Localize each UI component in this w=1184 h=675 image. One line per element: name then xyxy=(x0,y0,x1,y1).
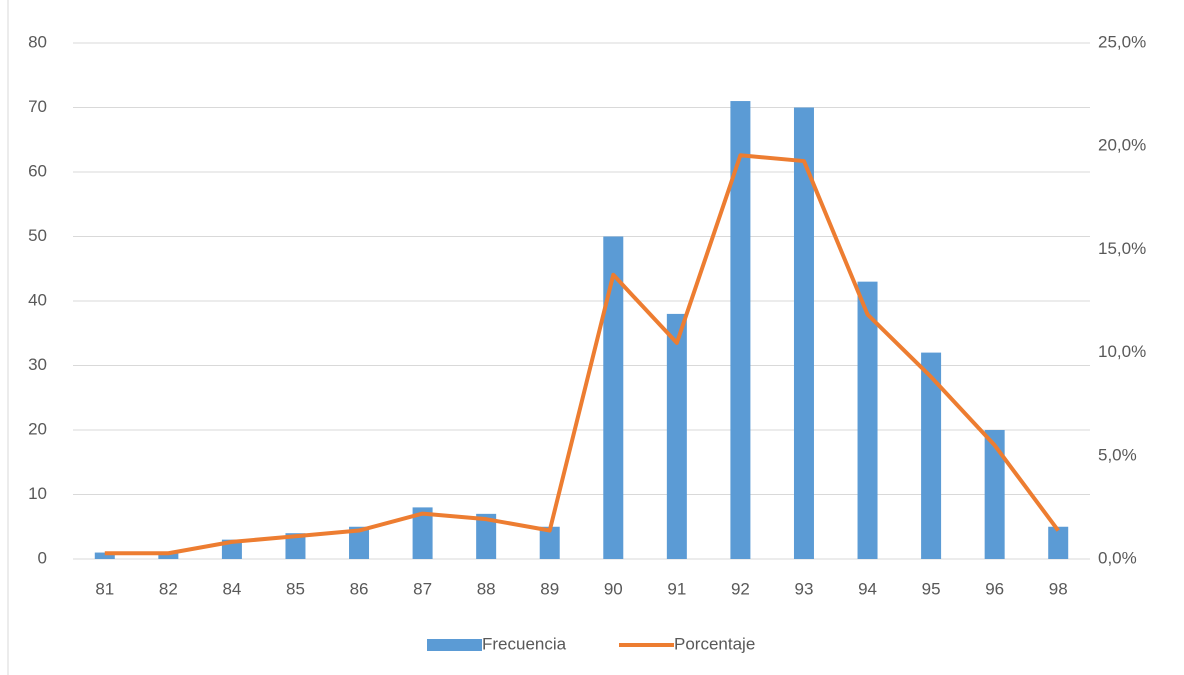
bar xyxy=(857,281,878,559)
chart-frame xyxy=(7,0,9,675)
y-tick-label: 80 xyxy=(28,32,47,51)
y-tick-label: 30 xyxy=(28,355,47,374)
y-tick-label: 20 xyxy=(28,419,47,438)
y-tick-label: 0 xyxy=(38,548,47,567)
bar xyxy=(984,430,1005,559)
bar xyxy=(921,352,942,559)
x-tick-label: 91 xyxy=(667,579,686,598)
x-tick-label: 81 xyxy=(95,579,114,598)
y-tick-label: 60 xyxy=(28,161,47,180)
x-tick-label: 98 xyxy=(1049,579,1068,598)
x-tick-label: 82 xyxy=(159,579,178,598)
y2-tick-label: 25,0% xyxy=(1098,32,1146,51)
y-tick-label: 70 xyxy=(28,97,47,116)
bar xyxy=(158,552,179,559)
bar xyxy=(730,101,751,560)
line xyxy=(104,153,1060,556)
y2-tick-label: 5,0% xyxy=(1098,445,1137,464)
y2-tick-label: 10,0% xyxy=(1098,342,1146,361)
legend-label: Frecuencia xyxy=(482,634,567,653)
legend-label: Porcentaje xyxy=(674,634,755,653)
x-tick-label: 94 xyxy=(858,579,877,598)
bar xyxy=(476,513,497,559)
x-tick-label: 86 xyxy=(350,579,369,598)
y2-tick-label: 0,0% xyxy=(1098,548,1137,567)
y2-tick-label: 20,0% xyxy=(1098,136,1146,155)
bar xyxy=(539,526,560,559)
x-tick-label: 92 xyxy=(731,579,750,598)
bar xyxy=(94,552,115,559)
x-tick-label: 90 xyxy=(604,579,623,598)
bar xyxy=(793,107,814,559)
x-tick-label: 93 xyxy=(795,579,814,598)
bar xyxy=(285,533,306,559)
x-tick-label: 87 xyxy=(413,579,432,598)
y-tick-label: 50 xyxy=(28,226,47,245)
y-tick-label: 40 xyxy=(28,290,47,309)
bar xyxy=(412,507,433,559)
bar xyxy=(349,526,370,559)
x-tick-label: 85 xyxy=(286,579,305,598)
bar xyxy=(1048,526,1069,559)
y2-tick-label: 15,0% xyxy=(1098,239,1146,258)
x-tick-label: 84 xyxy=(222,579,241,598)
x-tick-label: 89 xyxy=(540,579,559,598)
legend-swatch xyxy=(427,639,482,651)
bar xyxy=(603,236,624,559)
x-tick-label: 96 xyxy=(985,579,1004,598)
x-tick-label: 95 xyxy=(922,579,941,598)
y-tick-label: 10 xyxy=(28,484,47,503)
bar xyxy=(666,313,687,559)
x-tick-label: 88 xyxy=(477,579,496,598)
